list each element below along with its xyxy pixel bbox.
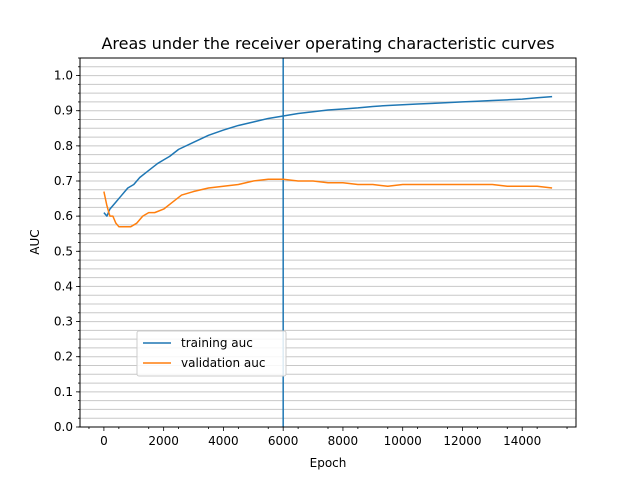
x-tick-label: 14000: [503, 434, 541, 448]
x-tick-label: 2000: [148, 434, 179, 448]
y-tick-label: 1.0: [54, 69, 73, 83]
legend-label-training-auc: training auc: [181, 336, 253, 350]
y-tick-label: 0.3: [54, 315, 73, 329]
y-tick-label: 0.7: [54, 174, 73, 188]
y-axis-label: AUC: [28, 229, 42, 254]
series-line-training-auc: [103, 95, 553, 217]
x-tick-label: 10000: [384, 434, 422, 448]
y-tick-label: 0.5: [54, 244, 73, 258]
x-axis-label: Epoch: [310, 456, 347, 470]
legend-box: [136, 330, 287, 377]
y-tick-label: 0.0: [54, 420, 73, 434]
x-tick-label: 4000: [208, 434, 239, 448]
y-tick-label: 0.4: [54, 279, 73, 293]
x-tick-label: 6000: [268, 434, 299, 448]
series-layer: [103, 95, 553, 228]
x-tick-label: 8000: [328, 434, 359, 448]
y-tick-label: 0.1: [54, 385, 73, 399]
x-tick-label: 12000: [443, 434, 481, 448]
legend-label-validation-auc: validation auc: [181, 356, 265, 370]
y-tick-label: 0.2: [54, 350, 73, 364]
x-tick-label: 0: [100, 434, 108, 448]
chart-title: Areas under the receiver operating chara…: [101, 34, 554, 53]
y-tick-label: 0.6: [54, 209, 73, 223]
grid-layer: [80, 57, 576, 428]
y-tick-label: 0.9: [54, 104, 73, 118]
legend: training auc validation auc: [136, 330, 287, 377]
x-tick-layer: 0 2000 4000 6000 8000 10000 12000 14000: [100, 427, 541, 448]
y-tick-layer: 0.0 0.1 0.2 0.3 0.4 0.5 0.6 0.7 0.8 0.9 1.0: [54, 69, 80, 434]
series-line-validation-auc: [103, 178, 553, 228]
y-tick-label: 0.8: [54, 139, 73, 153]
